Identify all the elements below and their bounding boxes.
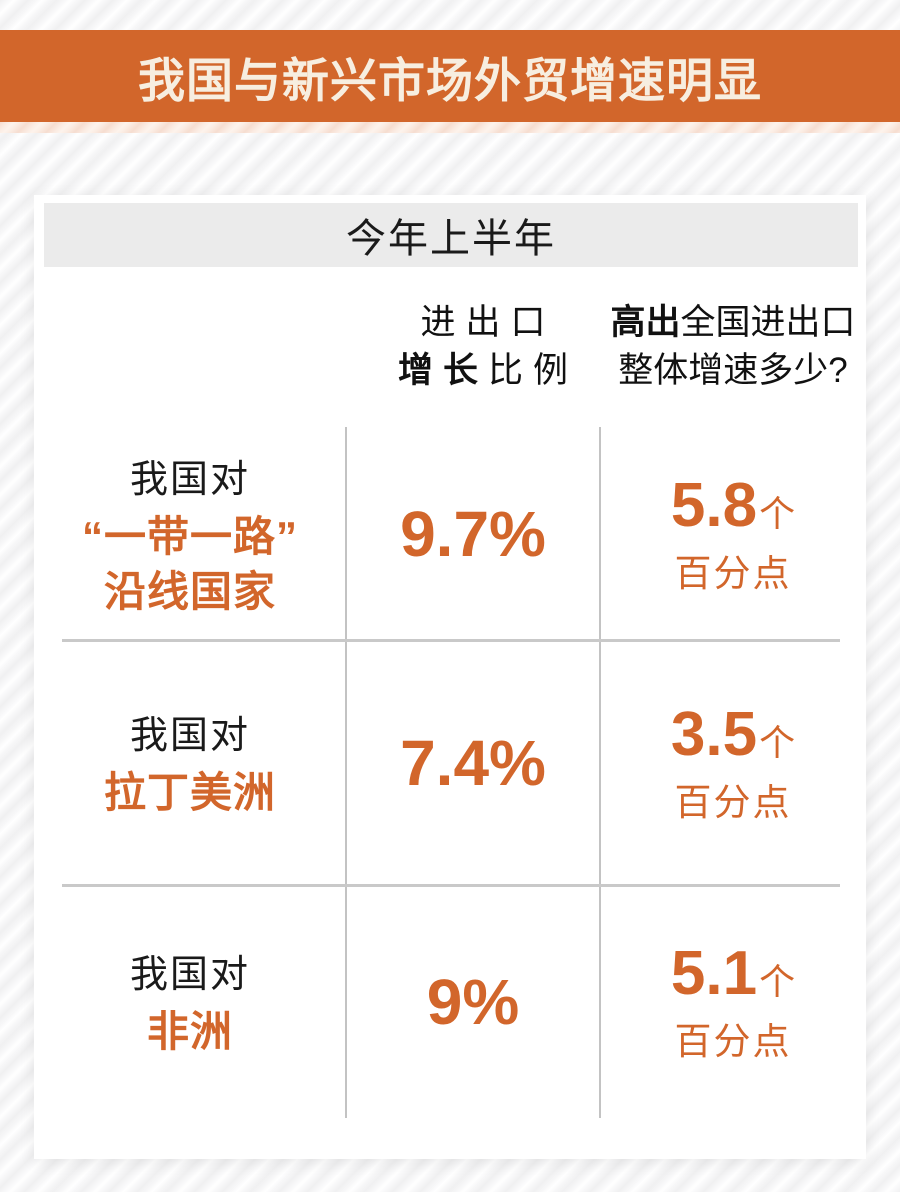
diff-value: 5.1 [670,939,758,1008]
banner-under-stripe [0,122,900,133]
diff-cell: 3.5 个 百分点 [600,640,866,885]
horizontal-divider-1 [62,639,840,642]
column-headers: 进出口 增长比例 高出全国进出口 整体增速多少? [34,267,866,427]
column-header-growth-rest: 比例 [488,351,579,390]
column-header-spacer [34,267,346,427]
region-name-line1: 非洲 [146,1008,233,1056]
table-rows: 我国对 “一带一路” 沿线国家 9.7% 5.8 个 百分点 [34,427,866,1118]
diff-cell: 5.8 个 百分点 [600,427,866,640]
growth-cell: 9% [346,885,600,1118]
diff-unit: 个 [759,722,796,763]
diff-label: 百分点 [674,1021,792,1062]
growth-cell: 9.7% [346,427,600,640]
row-label-cell: 我国对 “一带一路” 沿线国家 [34,427,346,640]
vertical-divider-1 [345,427,347,1118]
growth-value: 9% [426,965,520,1038]
diff-unit: 个 [759,493,796,534]
region-name-line1: “一带一路” [81,512,298,560]
row-label-cell: 我国对 拉丁美洲 [34,640,346,885]
diff-label: 百分点 [674,553,792,594]
diff-value: 3.5 [670,700,758,769]
page-title: 我国与新兴市场外贸增速明显 [138,53,762,107]
diff-unit: 个 [759,961,796,1002]
region-name-line2: 沿线国家 [103,568,276,615]
region-name: 非洲 [147,1004,233,1059]
diff-value: 5.8 [670,471,758,540]
column-header-diff-line2: 整体增速多少? [618,351,848,390]
column-header-growth-line1: 进出口 [420,302,556,342]
row-label-prefix: 我国对 [129,715,250,758]
period-header-bar: 今年上半年 [44,203,858,267]
period-header: 今年上半年 [346,217,556,261]
table-row: 我国对 非洲 9% 5.1 个 百分点 [34,885,866,1118]
column-header-diff-bold: 高出 [610,302,681,342]
info-card: 今年上半年 进出口 增长比例 高出全国进出口 整体增速多少? 我国对 “一带一路… [34,195,866,1159]
column-header-diff-rest: 全国进出口 [680,302,856,342]
table-row: 我国对 拉丁美洲 7.4% 3.5 个 百分点 [34,640,866,885]
data-table: 我国对 “一带一路” 沿线国家 9.7% 5.8 个 百分点 [34,427,866,1118]
horizontal-divider-2 [62,884,840,887]
vertical-divider-2 [599,427,601,1118]
title-banner: 我国与新兴市场外贸增速明显 [0,30,900,122]
diff-label: 百分点 [674,782,792,823]
column-header-growth: 进出口 增长比例 [346,267,600,427]
region-name: 拉丁美洲 [104,765,276,820]
row-label-prefix: 我国对 [129,458,250,501]
growth-cell: 7.4% [346,640,600,885]
region-name: “一带一路” 沿线国家 [82,509,298,620]
region-name-line1: 拉丁美洲 [103,769,276,817]
diff-cell: 5.1 个 百分点 [600,885,866,1118]
column-header-diff: 高出全国进出口 整体增速多少? [600,267,866,427]
column-header-growth-bold: 增长 [397,351,488,390]
row-label-prefix: 我国对 [129,954,250,997]
table-row: 我国对 “一带一路” 沿线国家 9.7% 5.8 个 百分点 [34,427,866,640]
growth-value: 7.4% [400,726,546,799]
growth-value: 9.7% [400,497,546,570]
row-label-cell: 我国对 非洲 [34,885,346,1118]
